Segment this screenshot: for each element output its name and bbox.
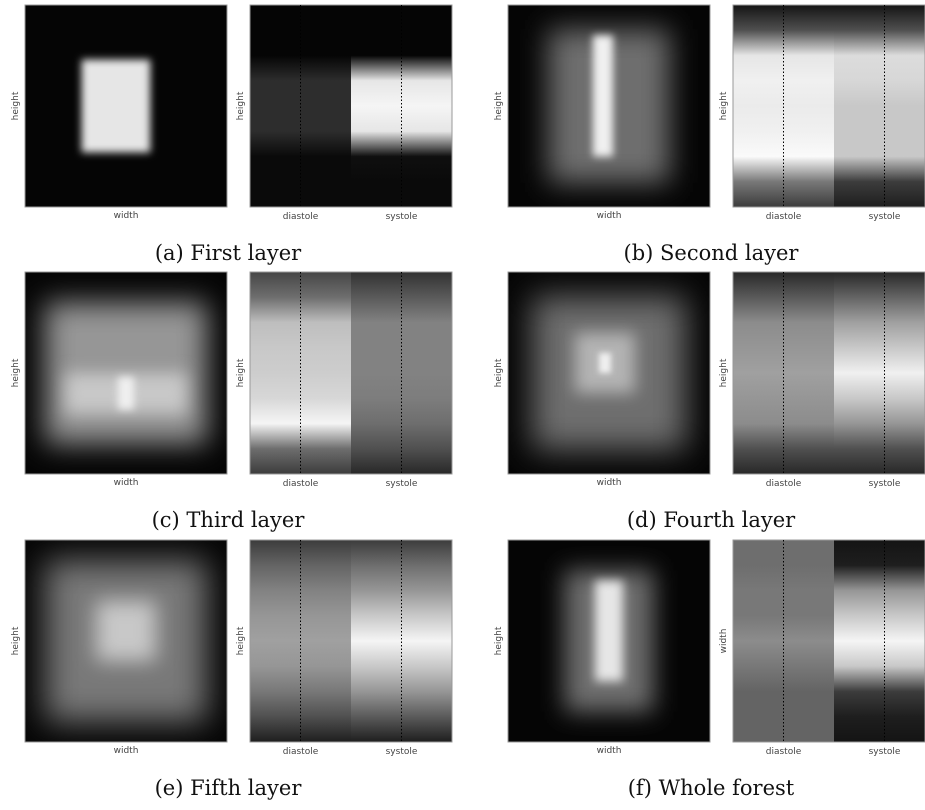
heatmap-right-half — [834, 5, 925, 207]
panel: width height diastole systole height (b) Seco… — [494, 4, 925, 265]
panel: width height diastole systole width (f) Whole… — [494, 539, 925, 800]
x-axis-label: width — [597, 211, 622, 221]
y-axis-label: height — [11, 91, 21, 120]
y-axis-label: width — [719, 629, 729, 654]
panel: width height diastole systole height (c) Thir… — [11, 271, 453, 532]
x-axis-label: width — [114, 211, 139, 221]
y-axis-label: height — [236, 358, 246, 387]
heatmap-right-half — [834, 272, 925, 474]
y-axis-label: height — [236, 626, 246, 655]
x-tick-label: diastole — [766, 212, 802, 222]
heatmap-right-half — [834, 540, 925, 742]
x-tick-label: diastole — [283, 212, 319, 222]
x-axis-label: width — [114, 478, 139, 488]
y-axis-label: height — [236, 91, 246, 120]
panel: width height diastole systole height (a) Firs… — [11, 4, 453, 265]
x-axis-label: width — [597, 478, 622, 488]
x-axis-label: width — [597, 746, 622, 756]
x-tick-label: diastole — [766, 747, 802, 757]
x-tick-label: systole — [869, 212, 901, 222]
x-tick-label: systole — [869, 479, 901, 489]
panel: width height diastole systole height (e) Fift… — [11, 539, 453, 800]
x-tick-label: diastole — [283, 479, 319, 489]
x-tick-label: systole — [386, 747, 418, 757]
caption: (d) Fourth layer — [627, 508, 796, 532]
y-axis-label: height — [11, 358, 21, 387]
heatmap-frame — [732, 4, 925, 208]
x-tick-label: diastole — [766, 479, 802, 489]
y-axis-label: height — [719, 91, 729, 120]
panel: width height diastole systole height (d) Four… — [494, 271, 925, 532]
heatmap-frame — [732, 539, 925, 743]
caption: (e) Fifth layer — [155, 776, 303, 800]
caption: (f) Whole forest — [628, 776, 795, 800]
caption: (b) Second layer — [624, 241, 800, 265]
heatmap-frame — [732, 271, 925, 475]
heatmap-frame — [249, 539, 453, 743]
x-axis-label: width — [114, 746, 139, 756]
heatmap-frame — [249, 271, 453, 475]
x-tick-label: systole — [386, 479, 418, 489]
heatmap-frame — [249, 4, 453, 208]
y-axis-label: height — [494, 358, 504, 387]
y-axis-label: height — [494, 626, 504, 655]
x-tick-label: systole — [386, 212, 418, 222]
caption: (c) Third layer — [152, 508, 306, 532]
y-axis-label: height — [11, 626, 21, 655]
x-tick-label: systole — [869, 747, 901, 757]
caption: (a) First layer — [155, 241, 302, 265]
y-axis-label: height — [719, 358, 729, 387]
x-tick-label: diastole — [283, 747, 319, 757]
y-axis-label: height — [494, 91, 504, 120]
